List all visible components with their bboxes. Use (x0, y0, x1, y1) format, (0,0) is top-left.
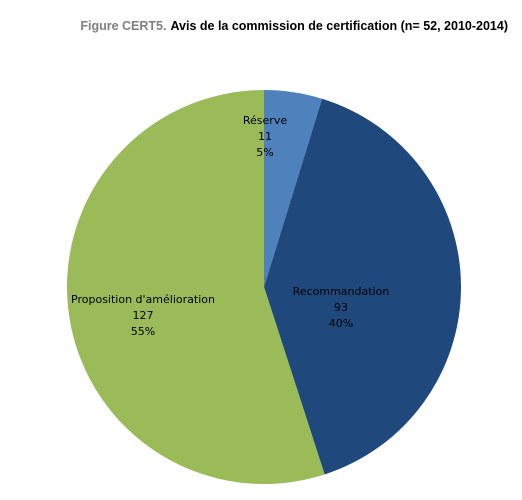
slice-percent: 40% (329, 317, 353, 330)
slice-count: 11 (258, 130, 272, 143)
slice-name: Réserve (243, 114, 287, 127)
pie-slice (67, 90, 325, 484)
chart-title: Avis de la commission de certification (… (170, 19, 508, 33)
slice-count: 93 (334, 301, 348, 314)
pie-slice (264, 90, 323, 287)
pie-slice (264, 98, 461, 475)
slice-count: 127 (133, 309, 154, 322)
title-prefix: Figure CERT5. (80, 19, 166, 33)
slice-percent: 5% (256, 146, 273, 159)
slice-name: Recommandation (293, 285, 390, 298)
slice-percent: 55% (131, 325, 155, 338)
chart-title-line: Figure CERT5. Avis de la commission de ce… (80, 19, 508, 33)
slice-name: Proposition d'amélioration (71, 293, 215, 306)
